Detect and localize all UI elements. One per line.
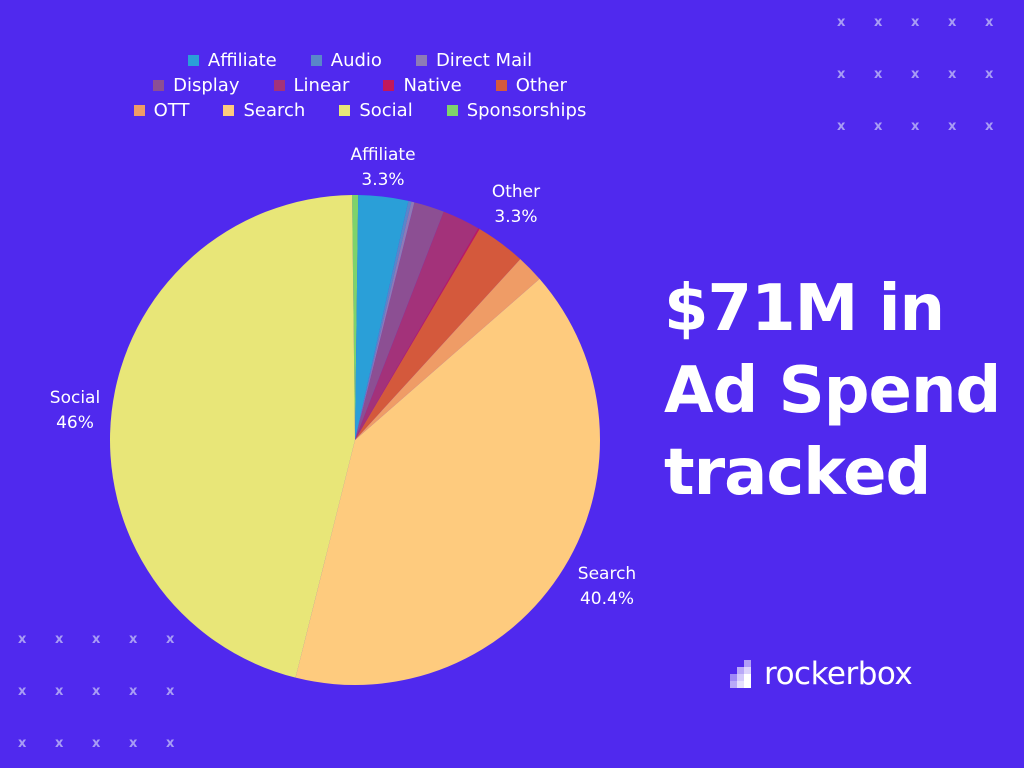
pie-slice-social — [110, 195, 355, 678]
slice-label-percent: 46% — [56, 413, 94, 433]
decorative-x-mark: x — [837, 67, 846, 82]
legend-item-direct-mail: Direct Mail — [415, 50, 533, 71]
slice-label-name: Affiliate — [350, 145, 416, 165]
decorative-x-mark: x — [911, 15, 920, 30]
legend-label: Native — [403, 75, 462, 96]
slice-label-name: Search — [577, 564, 637, 584]
decorative-x-mark: x — [874, 119, 883, 134]
legend-swatch — [153, 80, 165, 91]
pie-slice-affiliate — [355, 195, 409, 440]
pie-slice-other — [355, 229, 521, 440]
legend-row: OTT Search Social Sponsorships — [90, 98, 630, 123]
rockerbox-logo: rockerbox — [730, 656, 913, 692]
headline: $71M in Ad Spend tracked — [664, 268, 1001, 514]
legend-label: Sponsorships — [466, 100, 587, 121]
slice-label-percent: 40.4% — [579, 589, 634, 609]
decorative-x-mark: x — [985, 119, 994, 134]
decorative-x-mark: x — [985, 67, 994, 82]
legend-swatch — [495, 80, 507, 91]
decorative-x-mark: x — [874, 15, 883, 30]
legend-swatch — [187, 55, 199, 66]
decorative-x-mark: x — [166, 736, 175, 751]
pie-slice-display — [355, 202, 444, 440]
decorative-x-mark: x — [837, 119, 846, 134]
slice-label-name: Other — [491, 182, 541, 202]
decorative-x-mark: x — [166, 684, 175, 699]
legend-row: Affiliate Audio Direct Mail — [90, 48, 630, 73]
slice-label-affiliate: Affiliate 3.3% — [350, 143, 415, 193]
headline-line-2: Ad Spend — [664, 354, 1001, 428]
slice-label-name: Social — [49, 388, 101, 408]
legend-label: Direct Mail — [435, 50, 533, 71]
decorative-x-mark: x — [948, 15, 957, 30]
legend-label: Audio — [330, 50, 382, 71]
decorative-x-mark: x — [837, 15, 846, 30]
legend-item-display: Display — [153, 75, 240, 96]
pie-slice-ott — [355, 259, 540, 440]
headline-line-1: $71M in — [664, 272, 945, 346]
decorative-x-mark: x — [55, 736, 64, 751]
chart-legend: Affiliate Audio Direct Mail Display Linear Na… — [90, 48, 630, 123]
brand-name: rockerbox — [764, 656, 913, 692]
decorative-x-mark: x — [166, 632, 175, 647]
pie-slice-direct-mail — [355, 201, 415, 440]
decorative-x-mark: x — [92, 632, 101, 647]
legend-swatch — [339, 105, 351, 116]
decorative-x-mark: x — [92, 684, 101, 699]
pie-slice-native — [355, 228, 480, 440]
decorative-x-mark: x — [18, 736, 27, 751]
pie-slice-sponsorships — [352, 194, 359, 440]
decorative-x-mark: x — [55, 684, 64, 699]
slice-label-percent: 3.3% — [494, 207, 538, 227]
pie-slice-linear — [355, 211, 479, 440]
legend-label: Other — [515, 75, 567, 96]
legend-label: OTT — [153, 100, 190, 121]
slice-label-social: Social 46% — [50, 386, 100, 436]
legend-swatch — [310, 55, 322, 66]
legend-swatch — [223, 105, 235, 116]
rockerbox-mark-icon — [730, 660, 758, 688]
legend-item-search: Search — [223, 100, 305, 121]
decorative-x-mark: x — [129, 736, 138, 751]
legend-swatch — [133, 105, 145, 116]
legend-item-linear: Linear — [273, 75, 350, 96]
headline-line-3: tracked — [664, 436, 931, 510]
legend-swatch — [415, 55, 427, 66]
legend-label: Linear — [293, 75, 350, 96]
legend-item-ott: OTT — [133, 100, 190, 121]
decorative-x-mark: x — [92, 736, 101, 751]
legend-item-affiliate: Affiliate — [187, 50, 277, 71]
legend-item-other: Other — [495, 75, 567, 96]
legend-swatch — [446, 105, 458, 116]
decorative-x-mark: x — [129, 684, 138, 699]
decorative-x-mark: x — [911, 119, 920, 134]
slice-label-percent: 3.3% — [361, 170, 405, 190]
decorative-x-mark: x — [55, 632, 64, 647]
decorative-x-mark: x — [129, 632, 138, 647]
decorative-x-mark: x — [18, 684, 27, 699]
legend-swatch — [273, 80, 285, 91]
legend-item-sponsorships: Sponsorships — [446, 100, 587, 121]
legend-label: Display — [173, 75, 240, 96]
decorative-x-mark: x — [911, 67, 920, 82]
legend-swatch — [383, 80, 395, 91]
pie-slice-audio — [355, 200, 412, 440]
slice-label-other: Other 3.3% — [492, 180, 540, 230]
legend-item-native: Native — [383, 75, 462, 96]
legend-item-audio: Audio — [310, 50, 382, 71]
legend-row: Display Linear Native Other — [90, 73, 630, 98]
pie-slice-search — [295, 278, 601, 686]
decorative-x-mark: x — [948, 67, 957, 82]
decorative-x-mark: x — [985, 15, 994, 30]
decorative-x-mark: x — [18, 632, 27, 647]
legend-label: Search — [243, 100, 306, 121]
legend-label: Affiliate — [207, 50, 277, 71]
decorative-x-mark: x — [948, 119, 957, 134]
decorative-x-mark: x — [874, 67, 883, 82]
legend-label: Social — [359, 100, 413, 121]
legend-item-social: Social — [339, 100, 413, 121]
slice-label-search: Search 40.4% — [578, 562, 636, 612]
